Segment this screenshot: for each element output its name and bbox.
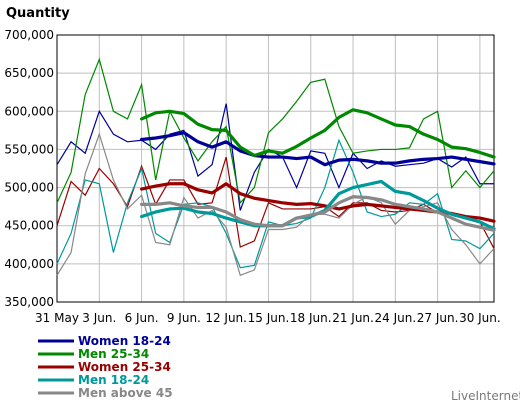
y-tick-label: 500,000 — [4, 181, 54, 195]
y-axis-label: Quantity — [6, 6, 70, 21]
x-tick-label: 24 Jun. — [374, 311, 416, 325]
x-tick-label: 21 Jun. — [332, 311, 374, 325]
plot-area — [56, 34, 495, 303]
x-tick-labels: 31 May 3 Jun. 6 Jun. 9 Jun. 12 Jun. 15 Jun. 18… — [35, 311, 501, 325]
y-tick-labels: 350,000 400,000 450,000 500,000 550,000 600,0… — [4, 28, 54, 309]
series-line-men-25-34 — [56, 57, 495, 205]
grid-lines — [57, 35, 494, 302]
series-layer — [56, 57, 496, 277]
x-tick-label: 6 Jun. — [125, 311, 159, 325]
x-tick-label: 9 Jun. — [167, 311, 201, 325]
series-line-men-18-24 — [56, 138, 495, 269]
series-trend-men-25-34 — [139, 108, 496, 159]
x-tick-label: 27 Jun. — [417, 311, 459, 325]
x-tick-label: 3 Jun. — [82, 311, 116, 325]
legend-label-men-18-24: Men 18-24 — [78, 373, 149, 387]
x-tick-label: 15 Jun. — [248, 311, 290, 325]
legend-label-men-25-34: Men 25-34 — [78, 347, 149, 361]
branding-label: LiveInternet — [451, 389, 520, 403]
x-tick-label: 12 Jun. — [205, 311, 247, 325]
x-tick-label: 18 Jun. — [290, 311, 332, 325]
series-trend-women-18-24 — [139, 131, 496, 167]
y-tick-label: 550,000 — [4, 142, 54, 156]
legend-label-men-above-45: Men above 45 — [78, 386, 173, 400]
y-tick-label: 650,000 — [4, 66, 54, 80]
y-tick-label: 350,000 — [4, 295, 54, 309]
x-tick-label: 30 Jun. — [459, 311, 501, 325]
y-tick-label: 600,000 — [4, 104, 54, 118]
series-line-women-25-34 — [56, 156, 495, 249]
y-tick-label: 450,000 — [4, 219, 54, 233]
y-tick-label: 700,000 — [4, 28, 54, 42]
x-tick-label: 31 May — [35, 311, 79, 325]
y-tick-label: 400,000 — [4, 257, 54, 271]
legend-label-women-25-34: Women 25-34 — [78, 360, 171, 374]
series-trend-men-above-45 — [139, 195, 496, 232]
legend-label-women-18-24: Women 18-24 — [78, 334, 171, 348]
